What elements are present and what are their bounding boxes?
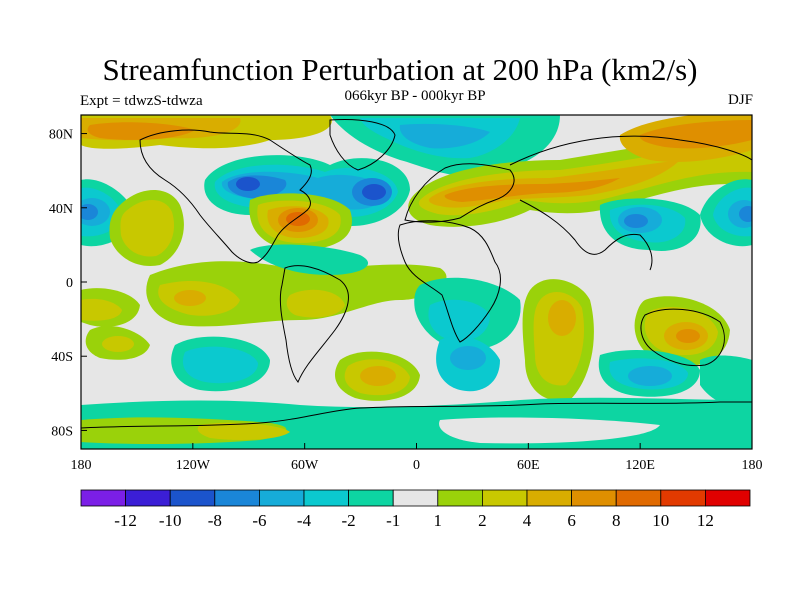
y-tick-label: 0 [66, 276, 73, 291]
y-tick-label: 40N [49, 202, 73, 217]
colorbar-swatch [526, 489, 572, 507]
positive-anomaly-north-america [109, 190, 352, 266]
antarctic-band [81, 397, 752, 449]
colorbar-swatch [660, 489, 706, 507]
colorbar-label: 6 [567, 511, 576, 530]
negative-anomaly-south-pacific [171, 336, 420, 401]
colorbar-label: -4 [297, 511, 312, 530]
axis-ticks: 180 120W 60W 0 60E 120E 180 80N 40N 0 40S 80S [49, 128, 763, 473]
positive-anomaly-tropics [146, 261, 447, 327]
negative-anomaly-greenland [330, 115, 560, 177]
contour-field [81, 115, 752, 449]
colorbar-swatch [481, 489, 528, 507]
positive-anomaly-arctic [81, 115, 332, 149]
colorbar-label: 2 [478, 511, 487, 530]
colorbar-swatch [615, 489, 662, 507]
x-tick-label: 60W [291, 458, 319, 473]
y-tick-label: 80S [51, 424, 73, 439]
x-tick-label: 120W [176, 458, 211, 473]
x-tick-label: 180 [71, 458, 92, 473]
colorbar-label: -12 [114, 511, 137, 530]
colorbar: -12 -10 -8 -6 -4 -2 -1 1 2 4 6 8 10 12 [80, 489, 751, 530]
x-tick-label: 120E [625, 458, 655, 473]
season-label: DJF [727, 92, 753, 108]
x-tick-label: 0 [413, 458, 420, 473]
colorbar-label: 8 [612, 511, 621, 530]
colorbar-swatch [125, 489, 171, 507]
colorbar-label: -2 [342, 511, 356, 530]
chart-title: Streamfunction Perturbation at 200 hPa (… [102, 52, 698, 87]
colorbar-label: -10 [159, 511, 182, 530]
colorbar-label: 10 [652, 511, 669, 530]
colorbar-label: -6 [252, 511, 266, 530]
colorbar-label: 12 [697, 511, 714, 530]
colorbar-swatch [80, 489, 126, 507]
coastline-greenland [329, 119, 396, 171]
coastline-europe [404, 163, 515, 223]
coastlines [81, 119, 752, 429]
x-tick-label: 60E [517, 458, 540, 473]
colorbar-swatch [437, 489, 483, 507]
negative-anomaly-south-atlantic [250, 244, 521, 392]
period-label: 066kyr BP - 000kyr BP [344, 88, 486, 104]
coastline-africa [397, 220, 501, 343]
negative-anomaly-southern-ocean [81, 288, 752, 410]
colorbar-label: 4 [523, 511, 532, 530]
positive-anomaly-australia [634, 296, 730, 367]
colorbar-swatch [392, 489, 439, 507]
experiment-label: Expt = tdwzS-tdwza [80, 93, 203, 109]
negative-anomaly-east-asia [599, 198, 701, 251]
coastline-australia [640, 308, 725, 367]
colorbar-swatch [705, 489, 751, 507]
colorbar-label: -8 [208, 511, 222, 530]
coastline-asia [509, 135, 752, 271]
colorbar-label: 1 [434, 511, 443, 530]
y-tick-label: 40S [51, 350, 73, 365]
colorbar-label: -1 [386, 511, 400, 530]
positive-anomaly-north-pacific [619, 115, 752, 162]
colorbar-swatch [303, 489, 349, 507]
x-tick-label: 180 [742, 458, 763, 473]
coastline-south-america [279, 265, 349, 383]
positive-anomaly-indian-ocean [522, 279, 594, 401]
colorbar-swatch [214, 489, 260, 507]
colorbar-swatch [258, 489, 305, 507]
colorbar-swatch [571, 489, 617, 507]
y-tick-label: 80N [49, 128, 73, 143]
colorbar-swatch [169, 489, 216, 507]
coastline-antarctica [81, 401, 752, 429]
coastline-north-america [139, 129, 312, 264]
colorbar-swatch [348, 489, 394, 507]
